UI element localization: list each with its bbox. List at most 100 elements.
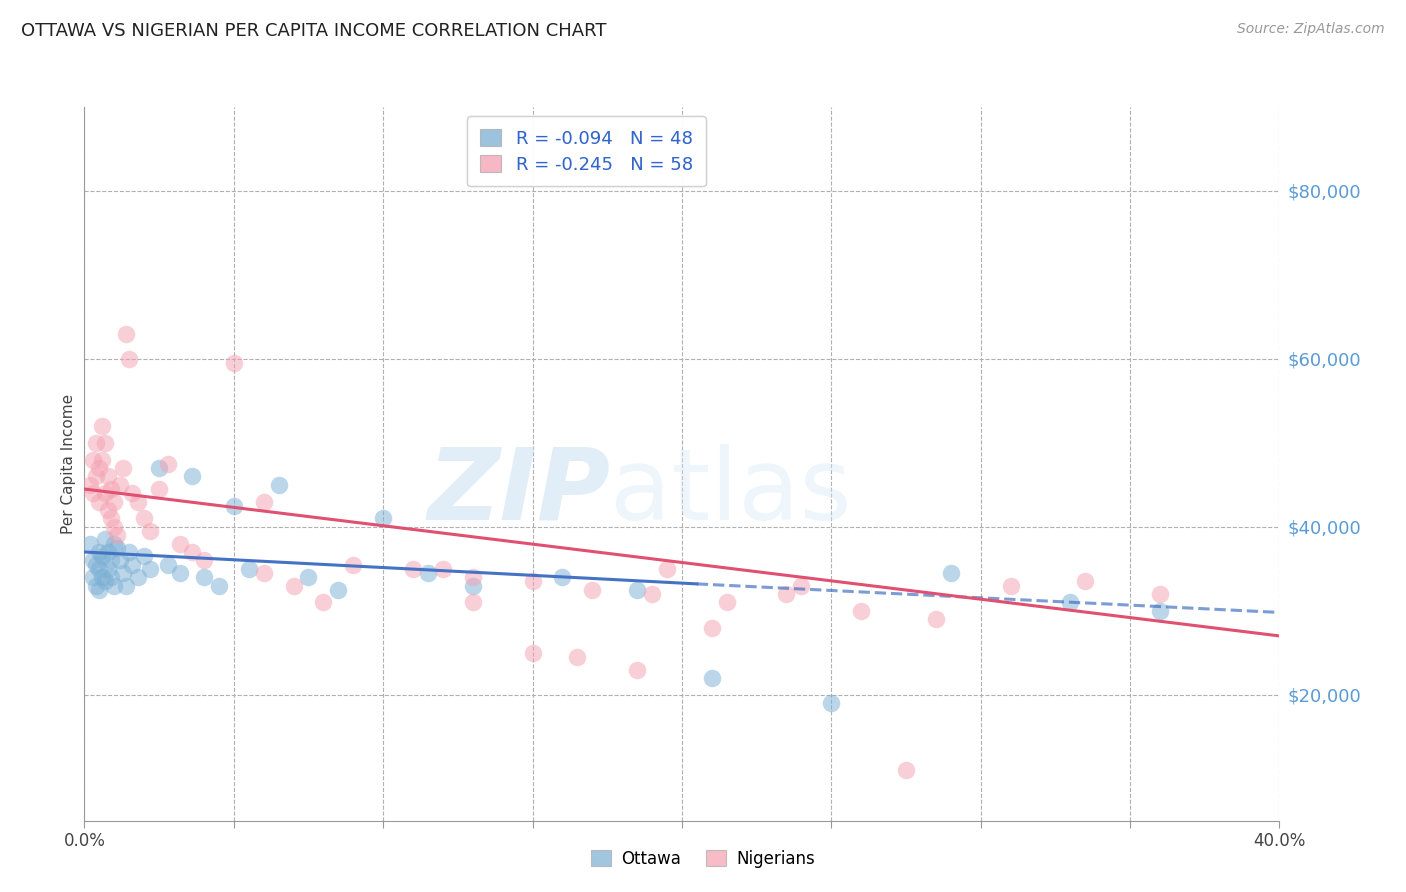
Point [94,435,117,450]
Point [157,457,180,471]
Point [148,482,170,496]
Point [139,524,162,538]
Point [103,536,125,550]
Point [849,604,872,618]
Point [402,562,425,576]
Point [132,511,156,525]
Point [180,469,204,483]
Point [169,566,191,580]
Point [655,562,678,576]
Point [626,582,648,597]
Point [581,582,603,597]
Point [82,553,104,567]
Point [790,578,813,592]
Point [82,570,104,584]
Point [91,419,114,434]
Point [208,578,231,592]
Point [193,570,215,584]
Point [82,452,104,467]
Point [112,461,135,475]
Point [432,562,454,576]
Point [89,562,111,576]
Point [461,578,484,592]
Point [925,612,948,626]
Point [112,566,135,580]
Point [700,671,723,685]
Point [283,578,305,592]
Text: OTTAWA VS NIGERIAN PER CAPITA INCOME CORRELATION CHART: OTTAWA VS NIGERIAN PER CAPITA INCOME COR… [21,22,606,40]
Point [342,558,364,572]
Point [94,574,117,589]
Point [89,461,111,475]
Point [1149,587,1171,601]
Point [127,494,149,508]
Point [894,764,917,778]
Point [939,566,962,580]
Point [91,452,114,467]
Point [180,545,204,559]
Point [253,566,276,580]
Point [115,578,138,592]
Point [522,646,544,660]
Point [127,570,149,584]
Legend: Ottawa, Nigerians: Ottawa, Nigerians [585,844,821,875]
Point [89,582,111,597]
Point [79,478,101,492]
Point [82,486,104,500]
Point [222,356,245,370]
Legend: R = -0.094   N = 48, R = -0.245   N = 58: R = -0.094 N = 48, R = -0.245 N = 58 [467,116,706,186]
Point [110,553,132,567]
Point [103,520,125,534]
Point [700,621,723,635]
Point [1149,604,1171,618]
Point [86,435,108,450]
Point [97,469,120,483]
Point [91,549,114,564]
Point [1000,578,1022,592]
Point [110,478,132,492]
Point [567,649,589,664]
Point [118,545,141,559]
Point [267,478,290,492]
Point [97,503,120,517]
Point [522,574,544,589]
Point [97,562,120,576]
Point [105,541,128,555]
Point [121,486,143,500]
Point [97,545,120,559]
Point [626,663,648,677]
Point [132,549,156,564]
Point [86,469,108,483]
Point [371,511,394,525]
Point [94,533,117,547]
Point [312,595,335,609]
Point [89,494,111,508]
Point [121,558,143,572]
Point [1059,595,1081,609]
Point [100,511,122,525]
Point [461,595,484,609]
Point [100,482,122,496]
Point [86,578,108,592]
Point [100,570,122,584]
Point [79,536,101,550]
Point [118,351,141,366]
Point [169,536,191,550]
Point [716,595,738,609]
Point [105,528,128,542]
Point [103,494,125,508]
Point [328,582,350,597]
Point [100,553,122,567]
Point [157,558,180,572]
Point [94,486,117,500]
Point [103,578,125,592]
Point [238,562,260,576]
Text: atlas: atlas [610,444,852,541]
Point [86,558,108,572]
Point [820,696,842,710]
Point [139,562,162,576]
Point [89,545,111,559]
Point [253,494,276,508]
Point [297,570,319,584]
Text: Source: ZipAtlas.com: Source: ZipAtlas.com [1237,22,1385,37]
